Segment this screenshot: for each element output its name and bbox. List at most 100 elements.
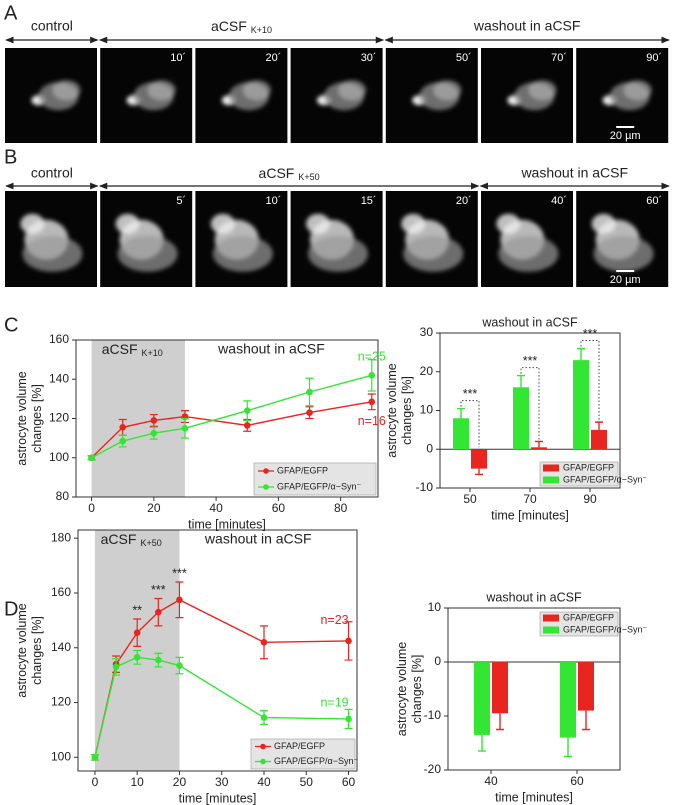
y-axis-label-line: astrocyte volume <box>395 642 409 737</box>
y-tick-label: 160 <box>49 332 69 346</box>
phase-label: washout in aCSF <box>217 341 325 357</box>
bar <box>474 662 490 735</box>
y-tick-label: 120 <box>49 411 69 425</box>
y-axis-label: astrocyte volumechanges [%] <box>15 371 44 466</box>
data-point <box>176 596 183 604</box>
x-axis-label: time [minutes] <box>495 790 573 804</box>
significance-bracket <box>580 340 600 421</box>
x-tick-label: 30 <box>215 775 229 789</box>
n-label: n=23 <box>320 613 348 627</box>
data-point <box>181 425 189 432</box>
phase-label-main: aCSF <box>211 18 247 34</box>
significance: *** <box>523 354 538 368</box>
astrocyte <box>401 213 464 272</box>
processes <box>115 213 140 234</box>
processes <box>212 235 273 272</box>
x-tick-label: 90 <box>583 492 597 506</box>
y-axis-label-line: astrocyte volume <box>385 363 399 458</box>
bar <box>573 360 589 450</box>
x-axis-label: time [minutes] <box>179 791 257 805</box>
shade-label-main: aCSF <box>101 531 137 547</box>
x-axis-label: time [minutes] <box>491 508 569 522</box>
processes <box>401 213 426 234</box>
significance: *** <box>583 327 598 341</box>
shade-label: aCSF K+50 <box>101 531 162 549</box>
time-label: 10´ <box>265 195 281 207</box>
panel-label: C <box>4 314 18 336</box>
n-label: n=25 <box>358 350 386 364</box>
legend-swatch <box>543 626 559 634</box>
y-tick-label: 160 <box>51 585 71 599</box>
legend-swatch <box>543 614 559 622</box>
astrocyte <box>31 80 81 111</box>
x-tick-label: 0 <box>88 501 95 515</box>
time-label: 40´ <box>551 195 567 207</box>
bar <box>578 662 594 711</box>
y-tick-label: 10 <box>428 600 442 614</box>
legend-marker <box>263 468 269 474</box>
y-axis-label-line: changes [%] <box>410 655 424 724</box>
legend-swatch <box>543 464 559 472</box>
time-label: 90´ <box>646 52 662 64</box>
bar <box>492 662 508 714</box>
y-tick-label: -10 <box>424 708 442 722</box>
data-point <box>176 662 183 669</box>
error-bar <box>595 421 603 430</box>
x-tick-label: 60 <box>342 775 356 789</box>
plot-frame <box>447 607 621 771</box>
data-point <box>133 629 141 636</box>
legend-label: GFAP/EGFP <box>563 612 614 622</box>
error-bar <box>475 468 483 476</box>
bar <box>513 387 529 450</box>
n-label: n=19 <box>320 695 348 709</box>
x-tick-label: 60 <box>272 501 286 515</box>
y-axis-label-line: astrocyte volume <box>15 603 29 698</box>
x-tick-label: 50 <box>463 492 477 506</box>
x-tick-label: 20 <box>147 501 161 515</box>
bar <box>560 662 576 738</box>
legend-label: GFAP/EGFP/α−Syn⁻ <box>274 756 358 766</box>
plot-frame <box>77 529 358 772</box>
error-bar <box>478 734 486 752</box>
x-tick-label: 70 <box>523 492 537 506</box>
y-axis-label: astrocyte volumechanges [%] <box>15 603 44 698</box>
error-bar <box>564 737 572 758</box>
time-label: 20´ <box>265 52 281 64</box>
y-tick-label: 100 <box>49 450 69 464</box>
data-point <box>91 754 99 761</box>
error-bar <box>517 374 525 388</box>
error-bar <box>457 407 465 419</box>
scale-bar-label: 20 µm <box>610 274 641 286</box>
error-bar <box>535 440 543 448</box>
bar <box>591 429 607 450</box>
shade-label: aCSF K+10 <box>102 341 163 359</box>
processes <box>433 80 462 101</box>
processes <box>498 235 559 272</box>
phase-label: washout in aCSF <box>520 165 628 181</box>
data-point <box>243 422 251 429</box>
x-tick-label: 10 <box>131 775 145 789</box>
x-tick-label: 20 <box>173 775 187 789</box>
panel-label: A <box>4 2 18 24</box>
processes <box>591 213 616 234</box>
panel-label: D <box>4 598 18 620</box>
astrocyte <box>317 80 366 111</box>
processes <box>20 213 45 234</box>
data-point <box>155 608 162 616</box>
time-label: 20´ <box>456 195 472 207</box>
scale-bar-label: 20 µm <box>610 130 641 142</box>
y-tick-label: 140 <box>51 640 71 654</box>
data-point <box>243 407 251 414</box>
significance: *** <box>463 387 478 401</box>
processes <box>117 235 178 272</box>
legend-label: GFAP/EGFP <box>274 741 325 751</box>
y-axis-label: astrocyte volumechanges [%] <box>385 363 414 458</box>
data-point <box>368 372 376 379</box>
x-tick-label: 60 <box>570 774 584 788</box>
legend-label: GFAP/EGFP <box>277 465 328 475</box>
error-bar <box>582 710 590 731</box>
phase-label: control <box>31 165 73 181</box>
time-label: 10´ <box>170 52 186 64</box>
data-point <box>119 437 127 445</box>
processes <box>338 80 366 101</box>
